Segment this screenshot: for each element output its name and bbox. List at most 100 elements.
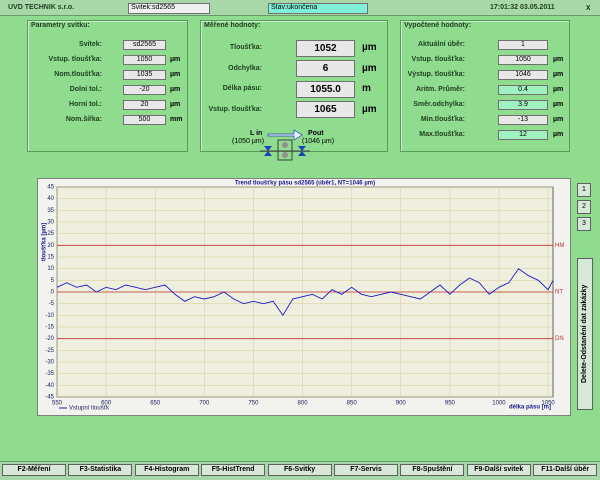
delete-button[interactable]: Delete-Odstanění dat zakázky [577, 258, 593, 410]
field-value: 1050 [123, 55, 166, 65]
field-value: 12 [498, 130, 548, 140]
field-unit: m [362, 83, 371, 94]
x-tick-label: 950 [445, 401, 456, 407]
function-key[interactable]: F6-Svitky [267, 464, 332, 476]
field-label: Vstup. tloušťka: [48, 56, 102, 63]
close-button[interactable]: x [586, 2, 591, 12]
y-tick-label: -15 [45, 325, 54, 331]
panel-title: Vypočtené hodnoty: [404, 22, 472, 29]
field-value: 1052 [296, 39, 355, 57]
function-key[interactable]: F2-Měření [2, 464, 66, 476]
coil-field: Svitek:sd2565 [128, 3, 210, 14]
x-tick-label: 750 [248, 401, 259, 407]
field-label: Směr.odchylka: [413, 101, 465, 108]
field-value: 0.4 [498, 85, 548, 95]
field-label: Tloušťka: [229, 44, 262, 51]
x-tick-label: 850 [347, 401, 358, 407]
field-value: 1035 [123, 70, 166, 80]
field-unit: µm [362, 103, 377, 115]
field-value: sd2565 [123, 40, 166, 50]
function-key[interactable]: F7-Servis [334, 464, 398, 476]
y-tick-label: 10 [47, 266, 54, 272]
field-label: Délka pásu: [222, 85, 262, 92]
y-tick-label: 30 [47, 220, 54, 226]
panel [27, 20, 188, 152]
x-tick-label: 900 [396, 401, 407, 407]
datetime: 17:01:32 03.05.2011 [490, 4, 555, 11]
field-value: -13 [498, 115, 548, 125]
y-tick-label: -25 [45, 348, 54, 354]
function-key[interactable]: F5-HistTrend [201, 464, 266, 476]
mill-input: L in [250, 130, 263, 137]
field-label: Horní tol.: [68, 101, 102, 108]
function-key[interactable]: F4-Histogram [134, 464, 199, 476]
x-tick-label: 800 [298, 401, 309, 407]
y-tick-label: -45 [45, 395, 54, 401]
field-value: 20 [123, 100, 166, 110]
field-label: Min.tloušťka: [420, 116, 465, 123]
field-label: Aktuální úběr: [417, 41, 465, 48]
y-axis-label: tloušťka [µm] [42, 223, 48, 261]
side-button[interactable]: 1 [577, 183, 591, 197]
y-tick-label: 0 [51, 290, 55, 296]
function-key[interactable]: F8-Spuštění [400, 464, 465, 476]
field-label: Nom.tloušťka: [54, 71, 102, 78]
chart: 454035302520151050-5-10-15-20-25-30-35-4… [37, 178, 571, 416]
field-unit: µm [553, 85, 564, 93]
field-value: 6 [296, 60, 355, 77]
field-label: Svitek: [79, 41, 102, 48]
function-key[interactable]: F11-Další úběr [533, 464, 598, 476]
mill-input-value: (1050 µm) [232, 138, 265, 145]
y-tick-label: 45 [47, 185, 54, 191]
field-value: 1046 [498, 70, 548, 80]
field-unit: µm [553, 130, 564, 138]
company: UVD TECHNIK s.r.o. [8, 4, 75, 11]
field-label: Odchylka: [228, 64, 262, 72]
field-unit: µm [170, 70, 181, 78]
field-unit: µm [553, 70, 564, 78]
y-tick-label: -5 [49, 301, 55, 307]
field-unit: µm [553, 55, 564, 63]
field-unit: µm [170, 100, 181, 108]
x-tick-label: 650 [150, 401, 161, 407]
field-value: 3.9 [498, 100, 548, 110]
status-field: Stav:ukončena [268, 3, 368, 14]
chart-title: Trend tloušťky pásu sd2565 (úběr1, NT=10… [235, 181, 375, 187]
field-unit: µm [362, 42, 377, 53]
y-tick-label: 5 [51, 278, 55, 284]
mill-output: Pout [308, 130, 324, 137]
side-button[interactable]: 3 [577, 217, 591, 231]
field-unit: µm [362, 62, 377, 74]
y-tick-label: -20 [45, 336, 54, 342]
y-tick-label: 40 [47, 196, 54, 202]
panel-title: Měřené hodnoty: [204, 22, 261, 29]
field-label: Vstup. tloušťka: [208, 105, 262, 113]
field-value: 1065 [296, 101, 355, 118]
x-tick-label: 700 [199, 401, 210, 407]
function-key[interactable]: F3-Statistika [68, 464, 133, 476]
field-unit: µm [553, 100, 564, 108]
x-tick-label: 550 [52, 401, 63, 407]
y-tick-label: -30 [45, 360, 54, 366]
x-tick-label: 1050 [541, 401, 555, 407]
field-label: Aritm. Průměr: [415, 86, 465, 93]
reference-label: NT [555, 290, 563, 296]
field-label: Výstup. tloušťka: [407, 71, 465, 78]
x-axis-label: délka pásu [m] [509, 405, 551, 411]
y-tick-label: 25 [47, 231, 54, 237]
field-label: Dolní tol.: [69, 86, 102, 93]
function-key[interactable]: F9-Další svitek [466, 464, 531, 476]
reference-label: DN [555, 336, 564, 342]
panel [400, 20, 570, 152]
x-tick-label: 600 [101, 401, 112, 407]
legend-label: Vstupní tloušťk [69, 406, 110, 412]
field-value: 1 [498, 40, 548, 50]
side-button[interactable]: 2 [577, 200, 591, 214]
field-unit: µm [170, 85, 181, 93]
field-value: 500 [123, 115, 166, 125]
y-tick-label: -10 [45, 313, 54, 319]
field-value: 1050 [498, 55, 548, 65]
field-label: Vstup. tloušťka: [411, 56, 465, 63]
y-tick-label: 15 [47, 255, 54, 261]
